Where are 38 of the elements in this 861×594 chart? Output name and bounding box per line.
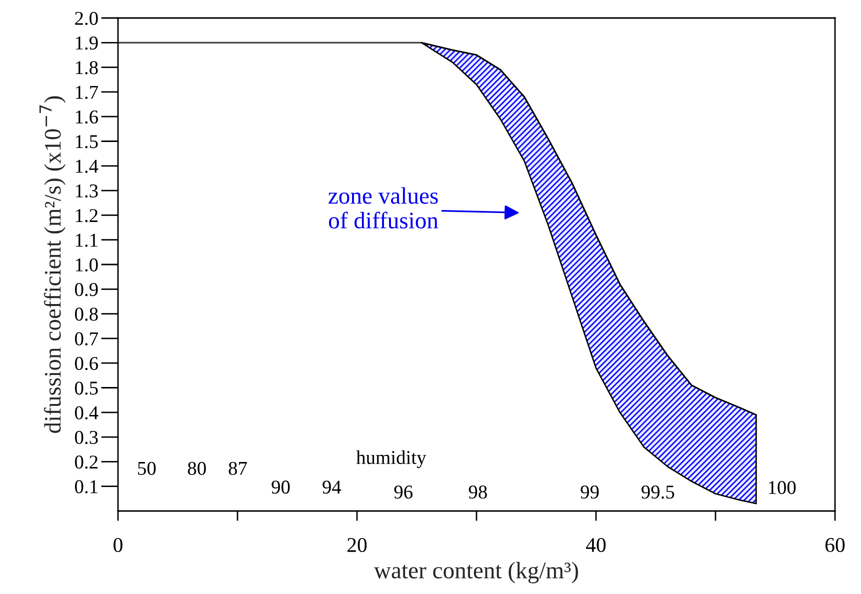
x-tick-label: 40 bbox=[586, 538, 606, 552]
y-tick-label: 0.9 bbox=[74, 282, 98, 296]
y-tick-label: 1.5 bbox=[76, 135, 98, 148]
y-tick-label: 1.0 bbox=[76, 258, 98, 272]
annotation: humidity bbox=[356, 450, 426, 468]
x-axis-title: water content (kg/m³) bbox=[374, 562, 578, 584]
x-tick-label: 60 bbox=[825, 538, 845, 552]
y-tick-label: 1.3 bbox=[76, 184, 98, 198]
annotation: 87 bbox=[228, 462, 247, 475]
y-tick-label: 0.4 bbox=[74, 406, 98, 420]
y-tick-label: 0.7 bbox=[74, 332, 98, 346]
y-tick-label: 0.8 bbox=[74, 308, 98, 321]
y-tick-label: 1.2 bbox=[76, 209, 98, 222]
y-tick-label: 1.6 bbox=[76, 110, 98, 124]
annotation: 94 bbox=[322, 480, 342, 494]
y-tick-label: 1.7 bbox=[76, 86, 98, 99]
annotation: 96 bbox=[394, 486, 413, 499]
annotation: 100 bbox=[768, 480, 796, 494]
y-tick-label: 1.9 bbox=[76, 36, 98, 50]
y-tick-label: 2.0 bbox=[75, 12, 98, 26]
y-tick-label: 0.5 bbox=[74, 382, 98, 395]
x-tick-label: 20 bbox=[348, 538, 367, 552]
y-tick-label: 1.4 bbox=[76, 160, 98, 173]
x-tick-label: 0 bbox=[114, 538, 122, 552]
annotation: 99.5 bbox=[642, 486, 674, 499]
annotation: 50 bbox=[138, 462, 156, 475]
y-tick-label: 0.2 bbox=[74, 456, 98, 469]
y-axis-title: difussion coefficient (m²/s) (x10$^{−7}$) bbox=[39, 96, 66, 433]
annotation: 90 bbox=[272, 480, 290, 494]
y-tick-label: 0.3 bbox=[74, 430, 98, 444]
y-tick-label: 0.1 bbox=[74, 480, 98, 494]
y-tick-label: 1.8 bbox=[76, 61, 98, 74]
y-tick-label: 0.6 bbox=[74, 356, 98, 370]
annotation: 99 bbox=[580, 486, 599, 499]
y-tick-label: 1.1 bbox=[76, 234, 98, 247]
annotation: 98 bbox=[468, 485, 487, 499]
annotation: 80 bbox=[188, 462, 206, 475]
annotation: zone values of diffusion bbox=[328, 187, 438, 229]
